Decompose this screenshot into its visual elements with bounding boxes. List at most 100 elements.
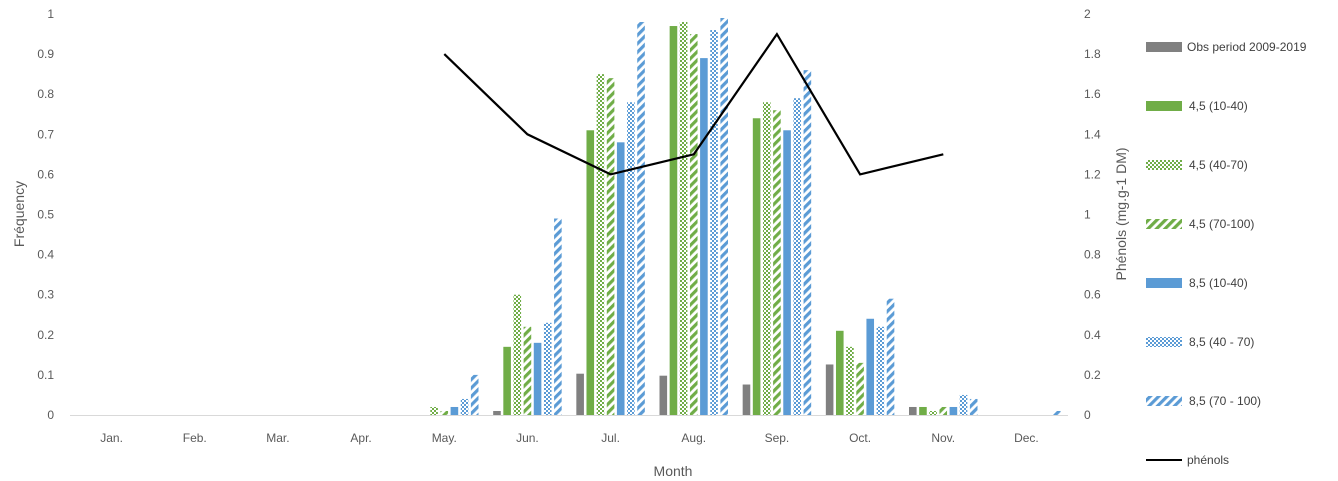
bar-7-oct bbox=[886, 298, 895, 415]
y-tick-label: 0.2 bbox=[37, 328, 54, 342]
legend-label-7: 8,5 (70 - 100) bbox=[1189, 394, 1261, 408]
y2-tick-label: 1.2 bbox=[1084, 167, 1101, 181]
y-tick-label: 0.8 bbox=[37, 87, 54, 101]
bar-3-jul bbox=[596, 74, 605, 416]
bar-4-may bbox=[440, 410, 449, 415]
legend-label-phenols: phénols bbox=[1187, 453, 1229, 467]
y2-tick-label: 0.8 bbox=[1084, 248, 1101, 262]
bars bbox=[430, 18, 1061, 416]
bar-2-jun bbox=[503, 346, 511, 415]
legend: Obs period 2009-2019 4,5 (10-40) 4,5 (40-7… bbox=[1146, 40, 1307, 467]
bar-7-may bbox=[470, 374, 479, 415]
bar-2-sep bbox=[752, 118, 761, 415]
bar-6-nov bbox=[959, 394, 968, 415]
bar-2-oct bbox=[835, 330, 844, 415]
y2-axis-ticks: 0 0.2 0.4 0.6 0.8 1 1.2 1.4 1.6 1.8 2 bbox=[1084, 7, 1101, 422]
bar-1-jul bbox=[576, 373, 584, 415]
x-axis-ticks: Jan. Feb. Mar. Apr. May. Jun. Jul. Aug. Sep. Oct.… bbox=[100, 431, 1039, 445]
bar-7-nov bbox=[969, 398, 978, 415]
bar-6-sep bbox=[793, 98, 802, 416]
bar-4-oct bbox=[856, 362, 864, 415]
legend-swatch-4 bbox=[1146, 219, 1182, 229]
y2-tick-label: 1.6 bbox=[1084, 87, 1101, 101]
y-axis-ticks: 0 0.1 0.2 0.3 0.4 0.5 0.6 0.7 0.8 0.9 1 bbox=[37, 7, 54, 422]
legend-label-2: 4,5 (10-40) bbox=[1189, 99, 1248, 113]
x-tick-label: Nov. bbox=[931, 431, 955, 445]
y-tick-label: 0.5 bbox=[37, 208, 54, 222]
bar-5-aug bbox=[700, 58, 708, 416]
y2-tick-label: 0.2 bbox=[1084, 368, 1101, 382]
y-tick-label: 0.4 bbox=[37, 248, 54, 262]
x-tick-label: Dec. bbox=[1014, 431, 1039, 445]
bar-6-oct bbox=[876, 326, 885, 415]
bar-5-jun bbox=[533, 342, 542, 415]
bar-5-nov bbox=[949, 406, 958, 415]
y2-tick-label: 0 bbox=[1084, 408, 1091, 422]
bar-1-nov bbox=[909, 406, 917, 415]
x-tick-label: Oct. bbox=[849, 431, 871, 445]
legend-label-4: 4,5 (70-100) bbox=[1189, 217, 1254, 231]
bar-5-oct bbox=[866, 318, 875, 415]
phenols-line bbox=[443, 32, 944, 176]
legend-label-1: Obs period 2009-2019 bbox=[1187, 40, 1307, 54]
x-axis-title: Month bbox=[654, 463, 693, 479]
x-tick-label: Apr. bbox=[350, 431, 371, 445]
bar-3-jun bbox=[513, 294, 522, 415]
x-tick-label: Aug. bbox=[681, 431, 706, 445]
bar-1-jun bbox=[493, 410, 501, 415]
bar-7-jul bbox=[637, 22, 645, 416]
bar-2-nov bbox=[919, 406, 927, 415]
bar-3-nov bbox=[929, 410, 937, 415]
legend-label-3: 4,5 (40-70) bbox=[1189, 158, 1248, 172]
y-tick-label: 0.3 bbox=[37, 288, 54, 302]
bar-5-jul bbox=[616, 142, 625, 415]
bar-4-sep bbox=[773, 110, 781, 416]
legend-swatch-2 bbox=[1146, 101, 1182, 111]
legend-swatch-3 bbox=[1146, 160, 1182, 170]
bar-3-aug bbox=[679, 22, 688, 416]
y-tick-label: 0.9 bbox=[37, 47, 54, 61]
bar-4-nov bbox=[939, 406, 948, 415]
bar-6-may bbox=[460, 398, 469, 415]
y2-tick-label: 0.4 bbox=[1084, 328, 1101, 342]
bar-7-sep bbox=[803, 70, 812, 415]
x-tick-label: May. bbox=[432, 431, 457, 445]
bar-2-aug bbox=[669, 26, 678, 416]
x-tick-label: Jul. bbox=[601, 431, 620, 445]
bar-4-jul bbox=[606, 78, 615, 415]
legend-label-5: 8,5 (10-40) bbox=[1189, 276, 1248, 290]
y-tick-label: 0 bbox=[47, 408, 54, 422]
y-tick-label: 0.7 bbox=[37, 127, 54, 141]
bar-3-sep bbox=[762, 102, 771, 415]
x-tick-label: Jun. bbox=[516, 431, 539, 445]
y2-tick-label: 1.8 bbox=[1084, 47, 1101, 61]
x-tick-label: Feb. bbox=[183, 431, 207, 445]
bar-5-may bbox=[450, 406, 459, 415]
bar-1-aug bbox=[659, 375, 668, 415]
bar-6-jul bbox=[627, 102, 635, 415]
y2-tick-label: 2 bbox=[1084, 7, 1091, 21]
y-axis-title: Fréquency bbox=[11, 181, 27, 247]
y2-tick-label: 1 bbox=[1084, 208, 1091, 222]
bar-1-oct bbox=[825, 364, 834, 415]
legend-swatch-7 bbox=[1146, 396, 1182, 406]
bar-4-aug bbox=[689, 34, 698, 416]
y2-tick-label: 1.4 bbox=[1084, 127, 1101, 141]
bar-7-dec bbox=[1053, 410, 1061, 415]
y2-axis-title: Phénols (mg.g-1 DM) bbox=[1113, 147, 1129, 280]
bar-3-oct bbox=[846, 346, 854, 415]
legend-swatch-5 bbox=[1146, 278, 1182, 288]
x-tick-label: Sep. bbox=[765, 431, 790, 445]
y-tick-label: 0.1 bbox=[37, 368, 54, 382]
y-tick-label: 0.6 bbox=[37, 167, 54, 181]
y-tick-label: 1 bbox=[47, 7, 54, 21]
bar-7-jun bbox=[554, 218, 562, 415]
legend-swatch-6 bbox=[1146, 337, 1182, 347]
x-tick-label: Jan. bbox=[100, 431, 123, 445]
bar-2-jul bbox=[586, 130, 595, 416]
legend-swatch-1 bbox=[1146, 42, 1182, 52]
bar-5-sep bbox=[783, 130, 791, 416]
bar-1-sep bbox=[742, 384, 751, 415]
bar-6-aug bbox=[710, 30, 718, 415]
